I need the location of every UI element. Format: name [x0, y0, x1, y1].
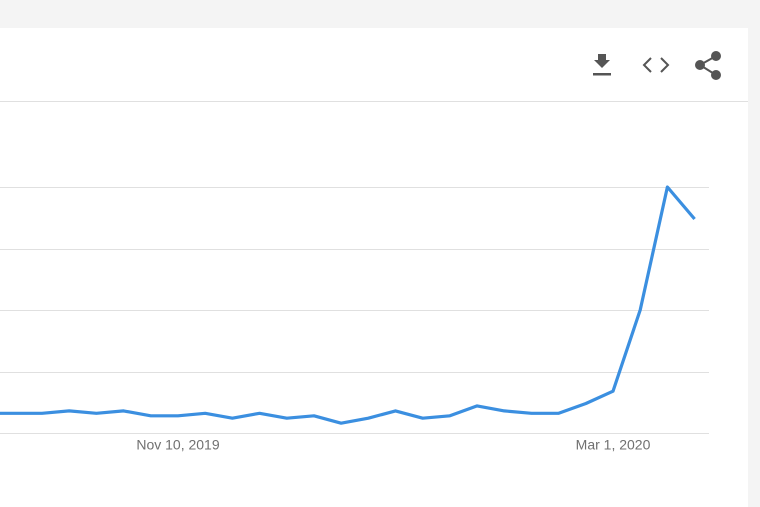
- x-tick-label: Mar 1, 2020: [576, 437, 651, 453]
- share-button[interactable]: [695, 51, 721, 80]
- series-line: [0, 185, 696, 425]
- card: [0, 28, 748, 507]
- download-button[interactable]: [593, 54, 611, 76]
- plot-area: [0, 185, 696, 425]
- x-tick-label: Nov 10, 2019: [136, 437, 219, 453]
- embed-button[interactable]: [642, 57, 670, 73]
